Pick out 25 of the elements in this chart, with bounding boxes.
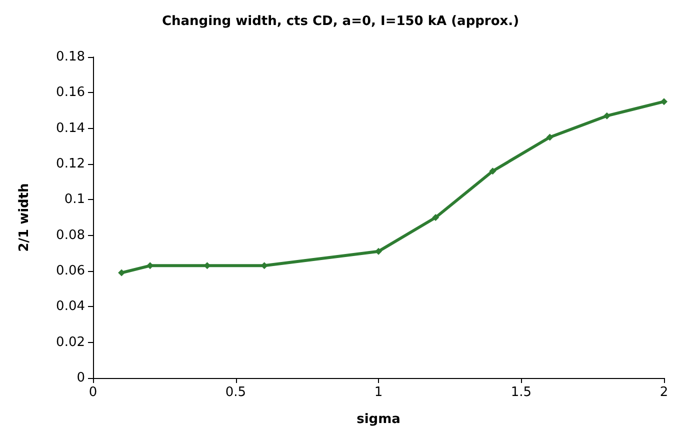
x-tick-label: 0.5	[225, 385, 246, 400]
y-tick-label: 0.16	[56, 85, 85, 100]
y-tick-label: 0.04	[56, 299, 85, 314]
y-tick-label: 0.1	[64, 192, 85, 208]
x-tick-label: 2	[660, 385, 668, 400]
x-tick-label: 1.5	[510, 385, 532, 400]
point	[489, 168, 496, 175]
y-tick-label: 0.06	[56, 264, 85, 278]
point	[546, 134, 554, 141]
y-tick-label: 0.12	[56, 156, 85, 172]
x-axis-title: sigma	[356, 412, 400, 427]
y-tick-label: 0.18	[56, 50, 85, 64]
point	[118, 269, 126, 276]
y-tick-label: 0	[76, 370, 85, 386]
point	[432, 214, 440, 221]
y-axis-title: 2/1 width	[17, 183, 32, 252]
y-tick-label: 0.08	[56, 228, 85, 243]
y-tick-label: 0.02	[56, 334, 85, 350]
point	[603, 112, 610, 120]
point	[660, 98, 668, 106]
x-tick-label: 1	[374, 385, 383, 400]
chart-title: Changing width, cts CD, a=0, I=150 kA (approx.)	[162, 14, 520, 29]
y-tick-label: 0.14	[56, 120, 85, 136]
x-tick-label: 0	[88, 385, 98, 400]
point	[375, 248, 382, 255]
